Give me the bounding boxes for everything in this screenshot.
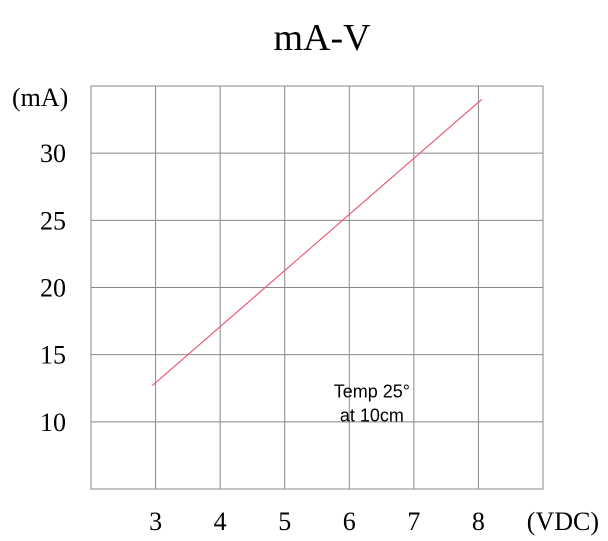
grid-lines [91, 86, 543, 489]
y-tick-labels: 10 15 20 25 30 [40, 139, 66, 437]
series-lines [151, 99, 483, 386]
x-tick-label: 7 [407, 507, 420, 536]
y-tick-label: 10 [40, 408, 66, 437]
series-line [151, 99, 483, 386]
x-tick-labels: 3 4 5 6 7 8 [149, 507, 485, 536]
annotation-text: at 10cm [340, 406, 404, 426]
y-tick-label: 20 [40, 274, 66, 303]
x-tick-label: 4 [214, 507, 227, 536]
y-tick-label: 30 [40, 139, 66, 168]
x-tick-label: 8 [472, 507, 485, 536]
annotation-text: Temp 25° [334, 382, 410, 402]
y-axis-unit-label: (mA) [12, 83, 68, 112]
plot-frame [90, 85, 544, 490]
x-tick-label: 6 [343, 507, 356, 536]
chart-title: mA-V [273, 17, 371, 59]
y-tick-label: 25 [40, 206, 66, 235]
annotations: Temp 25° at 10cm [334, 382, 410, 426]
x-tick-label: 3 [149, 507, 162, 536]
y-tick-label: 15 [40, 341, 66, 370]
x-axis-unit-label: (VDC) [527, 507, 599, 536]
x-tick-label: 5 [278, 507, 291, 536]
